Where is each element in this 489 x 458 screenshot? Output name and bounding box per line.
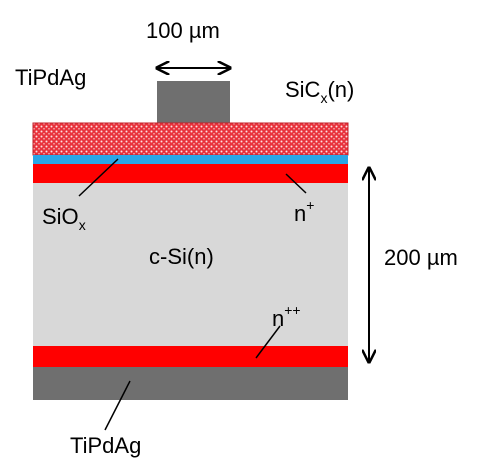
siox-leader-line xyxy=(78,158,119,197)
bottom-contact-layer xyxy=(33,367,348,400)
bottom-contact-label: TiPdAg xyxy=(70,433,141,458)
thickness-label: 200 µm xyxy=(384,245,458,270)
top-contact-layer xyxy=(157,81,230,123)
sic-layer-texture xyxy=(32,122,349,156)
sic-label-base: SiC xyxy=(285,77,321,102)
contact-width-label: 100 µm xyxy=(146,18,220,43)
substrate-label: c-Si(n) xyxy=(149,244,214,269)
n-plusplus-label-base: n xyxy=(272,306,284,331)
n-plus-label-base: n xyxy=(294,201,306,226)
substrate-layer xyxy=(33,183,348,346)
siox-label: SiOx xyxy=(42,204,86,233)
bottom-contact-leader-line xyxy=(104,380,131,431)
n-plusplus-layer xyxy=(33,346,348,367)
n-plus-label-superscript: + xyxy=(306,197,314,213)
siox-label-base: SiO xyxy=(42,204,79,229)
n-plus-leader-line xyxy=(285,173,307,194)
n-plus-layer xyxy=(33,164,348,183)
n-plus-label: n+ xyxy=(294,197,314,226)
sic-label-suffix: (n) xyxy=(327,77,354,102)
sic-label: SiCx(n) xyxy=(285,77,354,106)
n-plusplus-label-superscript: ++ xyxy=(284,302,300,318)
n-plusplus-label: n++ xyxy=(272,302,301,331)
siox-label-subscript: x xyxy=(79,217,86,233)
top-contact-label: TiPdAg xyxy=(15,65,86,90)
sic-label-subscript: x xyxy=(320,90,327,106)
siox-layer xyxy=(33,155,348,164)
n-plusplus-leader-line xyxy=(255,325,281,359)
